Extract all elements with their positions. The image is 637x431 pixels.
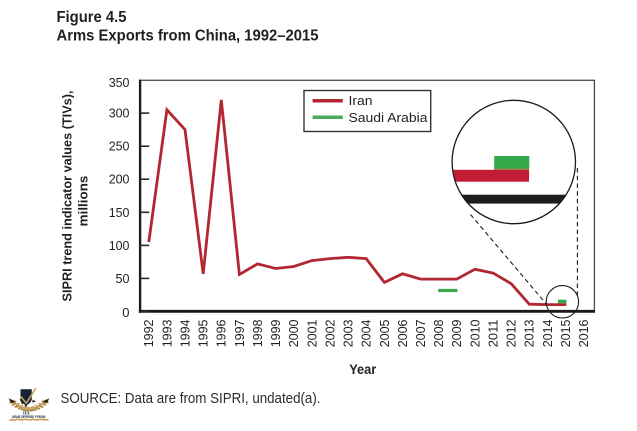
svg-text:2015: 2015 (558, 320, 573, 348)
svg-text:2016: 2016 (576, 320, 591, 348)
svg-text:50: 50 (116, 271, 130, 286)
svg-text:100: 100 (109, 238, 130, 253)
svg-text:SOURCE: Data are from SIPRI, u: SOURCE: Data are from SIPRI, undated(a). (61, 390, 321, 407)
svg-text:2000: 2000 (286, 320, 301, 348)
svg-text:2009: 2009 (449, 320, 464, 348)
svg-text:250: 250 (109, 139, 130, 154)
svg-text:1996: 1996 (214, 320, 229, 348)
svg-text:Year: Year (349, 362, 377, 377)
svg-text:Arms Exports from China, 1992–: Arms Exports from China, 1992–2015 (57, 27, 319, 44)
svg-text:2010: 2010 (467, 320, 482, 348)
svg-text:Figure 4.5: Figure 4.5 (57, 9, 127, 26)
svg-text:2011: 2011 (486, 320, 501, 348)
svg-text:Saudi Arabia: Saudi Arabia (349, 111, 428, 125)
svg-text:350: 350 (109, 75, 130, 90)
svg-text:2008: 2008 (431, 320, 446, 348)
svg-text:2004: 2004 (359, 320, 374, 348)
svg-text:2013: 2013 (522, 320, 537, 348)
svg-text:2005: 2005 (377, 320, 392, 348)
svg-text:1999: 1999 (268, 320, 283, 348)
svg-text:DA: DA (23, 411, 30, 416)
svg-text:1994: 1994 (177, 320, 192, 348)
svg-text:150: 150 (109, 205, 130, 220)
svg-text:ARAB DEFENSE FORUM: ARAB DEFENSE FORUM (12, 415, 46, 419)
svg-text:1997: 1997 (232, 320, 247, 348)
svg-text:1995: 1995 (196, 320, 211, 348)
svg-text:300: 300 (109, 106, 130, 121)
svg-text:2001: 2001 (304, 320, 319, 348)
svg-text:200: 200 (109, 172, 130, 187)
svg-text:SIPRI trend indicator values (: SIPRI trend indicator values (TIVs), (60, 91, 75, 302)
svg-text:1992: 1992 (141, 320, 156, 348)
svg-text:2003: 2003 (341, 320, 356, 348)
svg-text:1993: 1993 (159, 320, 174, 348)
svg-text:2006: 2006 (395, 320, 410, 348)
svg-text:Iran: Iran (349, 94, 373, 108)
svg-text:2007: 2007 (413, 320, 428, 348)
svg-text:2014: 2014 (540, 320, 555, 348)
svg-text:2002: 2002 (322, 320, 337, 348)
svg-text:0: 0 (122, 305, 129, 320)
svg-text:millions: millions (76, 176, 91, 227)
svg-text:1998: 1998 (250, 320, 265, 348)
svg-text:2012: 2012 (504, 320, 519, 348)
